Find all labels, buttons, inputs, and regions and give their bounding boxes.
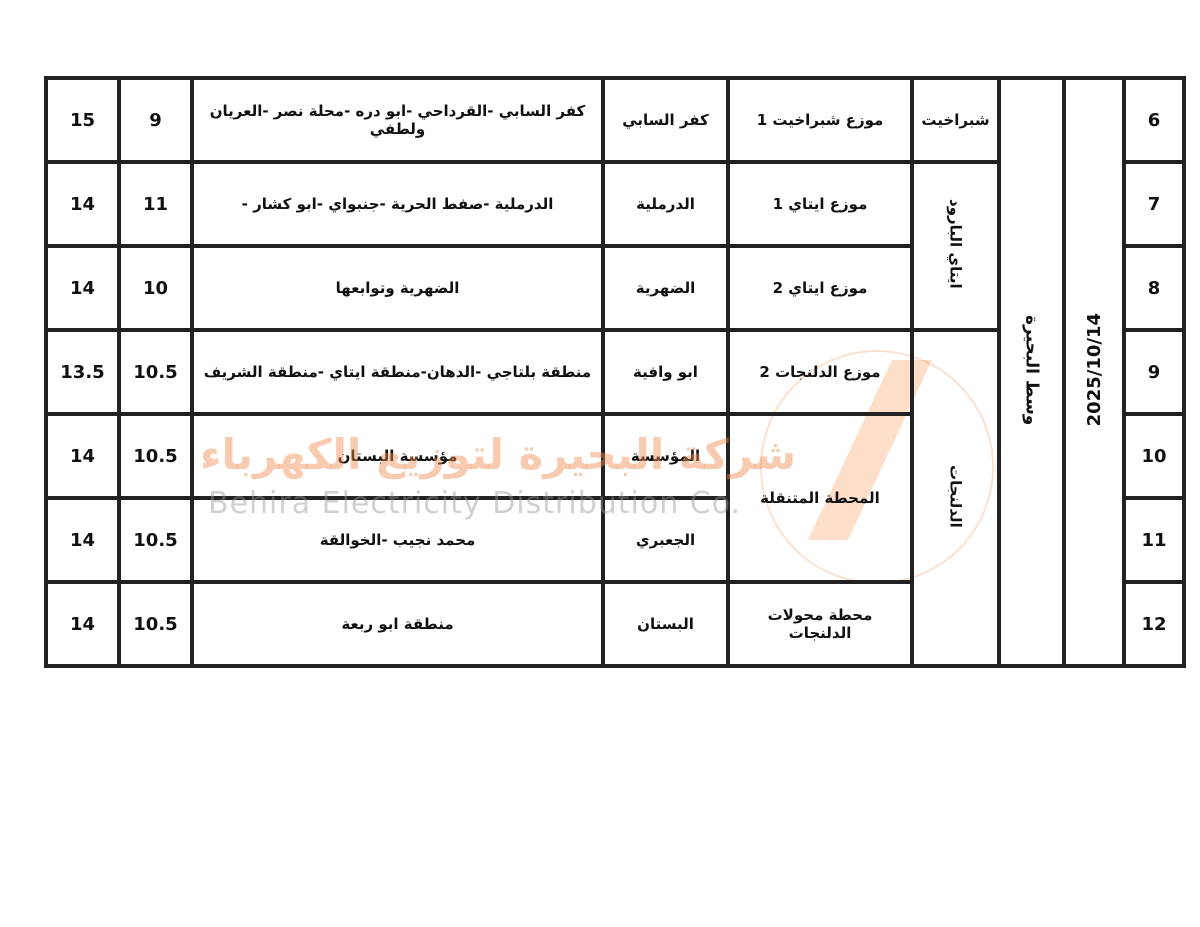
feeder-cell: الضهرية (603, 246, 728, 330)
to-hour-cell: 14 (46, 246, 119, 330)
from-hour-cell: 10.5 (119, 414, 192, 498)
feeder-cell: الدرملية (603, 162, 728, 246)
station-cell: موزع شبراخيت 1 (728, 78, 912, 162)
regions-cell: منطقة ابو ربعة (192, 582, 603, 666)
area-text: الدلنجات (946, 464, 965, 528)
table-row: 10 المحطة المتنقلة المؤسسة مؤسسة البستان… (46, 414, 1184, 582)
table-row: 8 موزع ايتاي 2 الضهرية الضهرية وتوابعها … (46, 246, 1184, 330)
area-cell: ايتاي البارود (912, 162, 999, 330)
table-row: 12 محطة محولات الدلنجات البستان منطقة اب… (46, 582, 1184, 666)
to-hour-cell: 14 (46, 414, 119, 498)
to-hour-cell: 15 (46, 78, 119, 162)
date-cell: 2025/10/14 (1064, 78, 1124, 666)
area-cell: شبراخيت (912, 78, 999, 162)
from-hour-cell: 10.5 (119, 582, 192, 666)
station-cell: موزع الدلنجات 2 (728, 330, 912, 414)
row-number: 10 (1124, 414, 1184, 498)
table-row: 9 الدلنجات موزع الدلنجات 2 ابو وافية منط… (46, 330, 1184, 666)
from-hour-cell: 10.5 (119, 330, 192, 414)
to-hour-cell: 14 (46, 498, 119, 582)
station-cell: موزع ايتاي 1 (728, 162, 912, 246)
date-text: 2025/10/14 (1083, 313, 1105, 427)
from-hour-cell: 10.5 (119, 498, 192, 582)
row-number: 11 (1124, 498, 1184, 582)
regions-cell: محمد نجيب -الخوالقة (192, 498, 603, 582)
row-number: 6 (1124, 78, 1184, 162)
feeder-cell: كفر السابي (603, 78, 728, 162)
sector-cell: وسط البحيرة (999, 78, 1064, 666)
area-cell: الدلنجات (912, 330, 999, 666)
sector-text: وسط البحيرة (1021, 314, 1042, 426)
area-text: ايتاي البارود (946, 199, 965, 289)
row-number: 7 (1124, 162, 1184, 246)
regions-cell: الضهرية وتوابعها (192, 246, 603, 330)
to-hour-cell: 14 (46, 582, 119, 666)
regions-cell: مؤسسة البستان (192, 414, 603, 498)
regions-cell: كفر السابي -القرداحي -ابو دره -محلة نصر … (192, 78, 603, 162)
to-hour-cell: 13.5 (46, 330, 119, 414)
feeder-cell: البستان (603, 582, 728, 666)
outage-schedule-table: 6 2025/10/14 وسط البحيرة شبراخيت موزع شب… (44, 76, 1186, 668)
row-number: 8 (1124, 246, 1184, 330)
regions-cell: منطقة بلتاجي -الدهان-منطقة ايتاي -منطقة … (192, 330, 603, 414)
feeder-cell: الجعبري (603, 498, 728, 582)
station-cell: محطة محولات الدلنجات (728, 582, 912, 666)
regions-cell: الدرملية -صفط الحرية -جنبواي -ابو كشار - (192, 162, 603, 246)
table-row: 7 ايتاي البارود موزع ايتاي 1 الدرملية ال… (46, 162, 1184, 330)
feeder-cell: ابو وافية (603, 330, 728, 414)
table-row: 11 الجعبري محمد نجيب -الخوالقة 10.5 14 (46, 498, 1184, 582)
to-hour-cell: 14 (46, 162, 119, 246)
row-number: 9 (1124, 330, 1184, 414)
from-hour-cell: 10 (119, 246, 192, 330)
row-number: 12 (1124, 582, 1184, 666)
from-hour-cell: 9 (119, 78, 192, 162)
table-row: 6 2025/10/14 وسط البحيرة شبراخيت موزع شب… (46, 78, 1184, 666)
station-cell: موزع ايتاي 2 (728, 246, 912, 330)
feeder-cell: المؤسسة (603, 414, 728, 498)
station-cell: المحطة المتنقلة (728, 414, 912, 582)
from-hour-cell: 11 (119, 162, 192, 246)
